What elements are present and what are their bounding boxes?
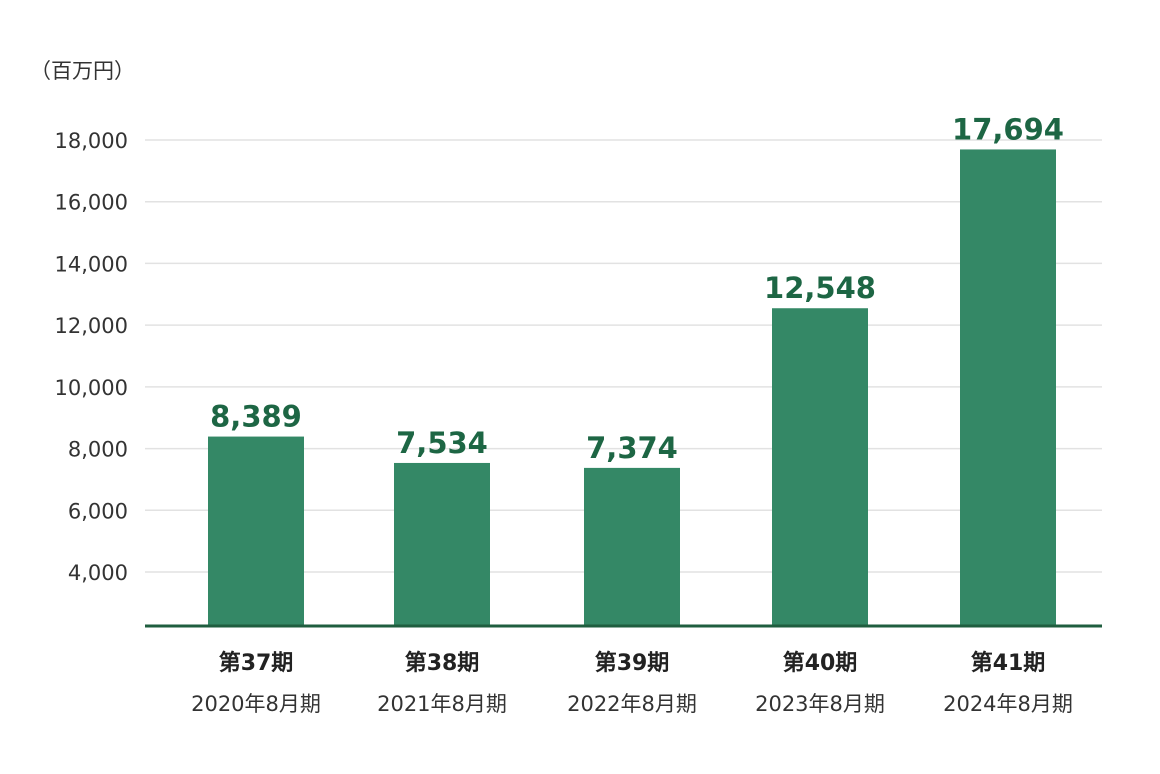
bar-value-label: 8,389 — [210, 400, 302, 434]
x-subcategory-label: 2021年8月期 — [377, 692, 507, 716]
y-tick-label: 4,000 — [68, 561, 128, 585]
bar — [772, 308, 868, 626]
x-category-label: 第37期 — [219, 650, 294, 676]
bar-value-label: 12,548 — [764, 271, 876, 305]
bars — [208, 149, 1056, 626]
y-tick-label: 18,000 — [55, 129, 128, 153]
x-category-label: 第38期 — [405, 650, 480, 676]
x-category-label: 第40期 — [783, 650, 858, 676]
x-category-label: 第41期 — [971, 650, 1046, 676]
y-unit-label: （百万円） — [30, 59, 135, 83]
data-labels: 8,389 7,534 7,374 12,548 17,694 — [210, 112, 1064, 464]
bar-value-label: 17,694 — [952, 112, 1064, 146]
bar-value-label: 7,374 — [586, 431, 678, 465]
y-tick-label: 6,000 — [68, 499, 128, 523]
y-tick-label: 12,000 — [55, 314, 128, 338]
y-tick-label: 16,000 — [55, 191, 128, 215]
y-axis-ticks: 4,000 6,000 8,000 10,000 12,000 14,000 16,000 1… — [55, 129, 128, 585]
x-category-label: 第39期 — [595, 650, 670, 676]
x-subcategory-label: 2024年8月期 — [943, 692, 1073, 716]
y-tick-label: 14,000 — [55, 252, 128, 276]
x-subcategory-label: 2022年8月期 — [567, 692, 697, 716]
y-tick-label: 8,000 — [68, 438, 128, 462]
x-subcategory-label: 2023年8月期 — [755, 692, 885, 716]
y-tick-label: 10,000 — [55, 376, 128, 400]
x-subcategory-label: 2020年8月期 — [191, 692, 321, 716]
grid-lines — [145, 139, 1102, 573]
bar — [584, 467, 680, 626]
x-axis-categories: 第37期 2020年8月期 第38期 2021年8月期 第39期 2022年8月期 第40期… — [191, 650, 1073, 716]
bar — [208, 436, 304, 626]
bar — [394, 462, 490, 626]
bar — [960, 149, 1056, 626]
bar-value-label: 7,534 — [396, 426, 488, 460]
